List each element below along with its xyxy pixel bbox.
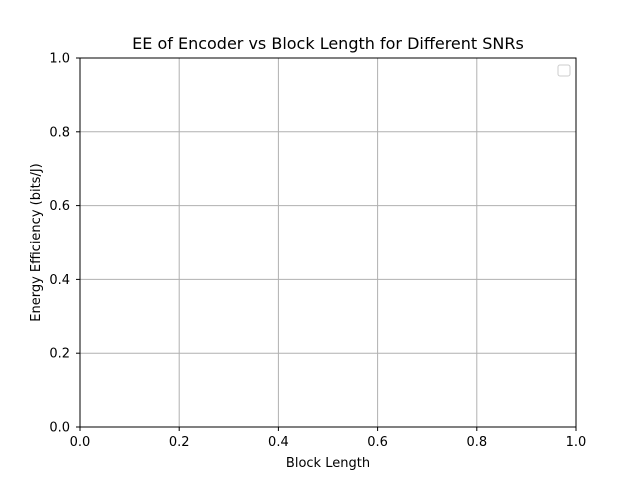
y-tick-label: 0.8	[49, 125, 70, 140]
y-axis-label: Energy Efficiency (bits/J)	[29, 163, 44, 322]
x-tick-label: 0.2	[169, 435, 190, 450]
chart-title: EE of Encoder vs Block Length for Differ…	[132, 34, 524, 53]
y-tick-label: 0.2	[49, 347, 70, 362]
x-tick-label: 0.6	[367, 435, 388, 450]
legend-box	[557, 64, 571, 77]
x-axis-label: Block Length	[286, 456, 370, 471]
plot-frame	[79, 57, 577, 428]
y-axis-ticks: 0.0 0.2 0.4 0.6 0.8 1.0	[49, 52, 80, 436]
y-tick-label: 0.0	[49, 421, 70, 436]
y-tick-label: 0.4	[49, 273, 70, 288]
x-axis-ticks: 0.0 0.2 0.4 0.6 0.8 1.0	[70, 427, 587, 450]
x-tick-label: 1.0	[566, 435, 587, 450]
x-tick-label: 0.8	[466, 435, 487, 450]
x-tick-label: 0.4	[268, 435, 289, 450]
x-tick-label: 0.0	[70, 435, 91, 450]
y-tick-label: 1.0	[49, 52, 70, 67]
y-tick-label: 0.6	[49, 199, 70, 214]
